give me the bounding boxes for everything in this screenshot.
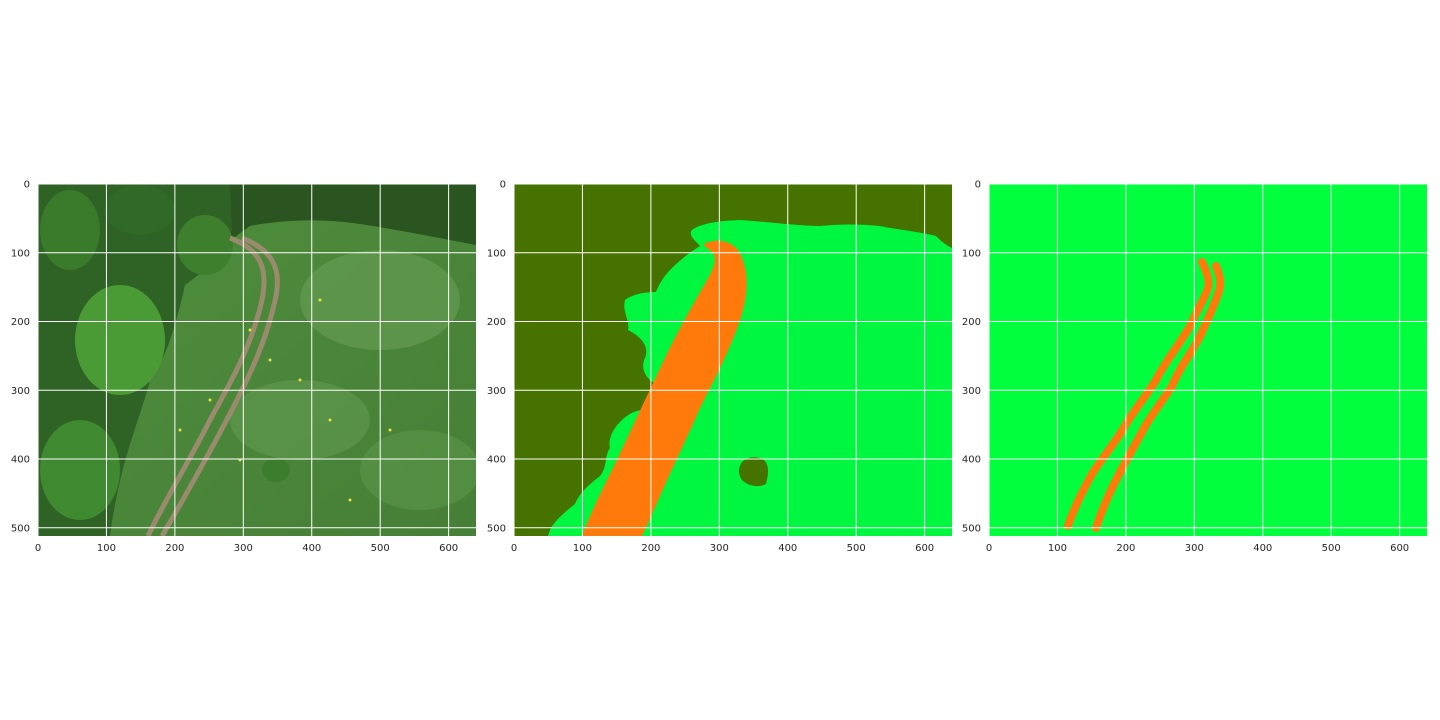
y-tick-label: 500	[962, 523, 981, 534]
y-tick-label: 0	[975, 180, 981, 191]
y-tick-label: 300	[962, 386, 981, 397]
y-tick-label: 100	[962, 248, 981, 259]
y-tick-label: 300	[487, 386, 506, 397]
x-tick-label: 500	[1322, 543, 1341, 554]
x-tick-label: 300	[234, 543, 253, 554]
x-tick-label: 500	[847, 543, 866, 554]
x-tick-label: 400	[778, 543, 797, 554]
x-tick-label: 300	[1185, 543, 1204, 554]
x-tick-label: 200	[1116, 543, 1135, 554]
photo-panel: 0 100 200 300 400 500 600 0 100 200 300 400 500	[11, 180, 476, 555]
y-tick-label: 400	[11, 455, 30, 466]
x-tick-label: 0	[35, 543, 41, 554]
x-tick-label: 600	[1390, 543, 1409, 554]
x-tick-label: 100	[97, 543, 116, 554]
right-track	[1092, 262, 1225, 532]
y-tick-label: 400	[487, 455, 506, 466]
grid-lines	[37, 183, 476, 536]
y-tick-label: 400	[962, 455, 981, 466]
x-tick-label: 200	[165, 543, 184, 554]
tick-labels: 0 100 200 300 400 500 600 0 100 200 300 400 500	[11, 180, 458, 555]
x-tick-label: 600	[439, 543, 458, 554]
x-tick-label: 200	[641, 543, 660, 554]
x-tick-label: 600	[915, 543, 934, 554]
forest-patch	[739, 457, 768, 487]
tick-labels: 0 100 200 300 400 500 600 0 100 200 300 400 500	[487, 180, 934, 555]
y-tick-label: 200	[962, 317, 981, 328]
x-tick-label: 500	[371, 543, 390, 554]
track-image	[989, 184, 1427, 536]
segmentation-panel: 0 100 200 300 400 500 600 0 100 200 300 400 500	[487, 180, 952, 555]
path-region	[582, 240, 747, 536]
x-tick-label: 400	[302, 543, 321, 554]
left-track	[1064, 258, 1213, 530]
grass-region	[989, 184, 1427, 536]
x-tick-label: 0	[511, 543, 517, 554]
photo-image	[38, 184, 476, 536]
y-tick-label: 0	[24, 180, 30, 191]
forest-region	[514, 184, 952, 536]
y-tick-label: 500	[487, 523, 506, 534]
y-tick-label: 500	[11, 523, 30, 534]
grid-lines	[988, 183, 1427, 536]
x-tick-label: 400	[1253, 543, 1272, 554]
x-tick-label: 100	[573, 543, 592, 554]
x-tick-label: 0	[986, 543, 992, 554]
y-tick-label: 0	[500, 180, 506, 191]
y-tick-label: 200	[487, 317, 506, 328]
x-tick-label: 300	[710, 543, 729, 554]
y-tick-label: 100	[487, 248, 506, 259]
y-tick-label: 200	[11, 317, 30, 328]
y-tick-label: 300	[11, 386, 30, 397]
x-tick-label: 100	[1048, 543, 1067, 554]
track-panel: 0 100 200 300 400 500 600 0 100 200 300 400 500	[962, 180, 1427, 555]
grid-lines	[513, 183, 952, 536]
tick-labels: 0 100 200 300 400 500 600 0 100 200 300 400 500	[962, 180, 1409, 555]
segmentation-image	[514, 184, 952, 536]
y-tick-label: 100	[11, 248, 30, 259]
